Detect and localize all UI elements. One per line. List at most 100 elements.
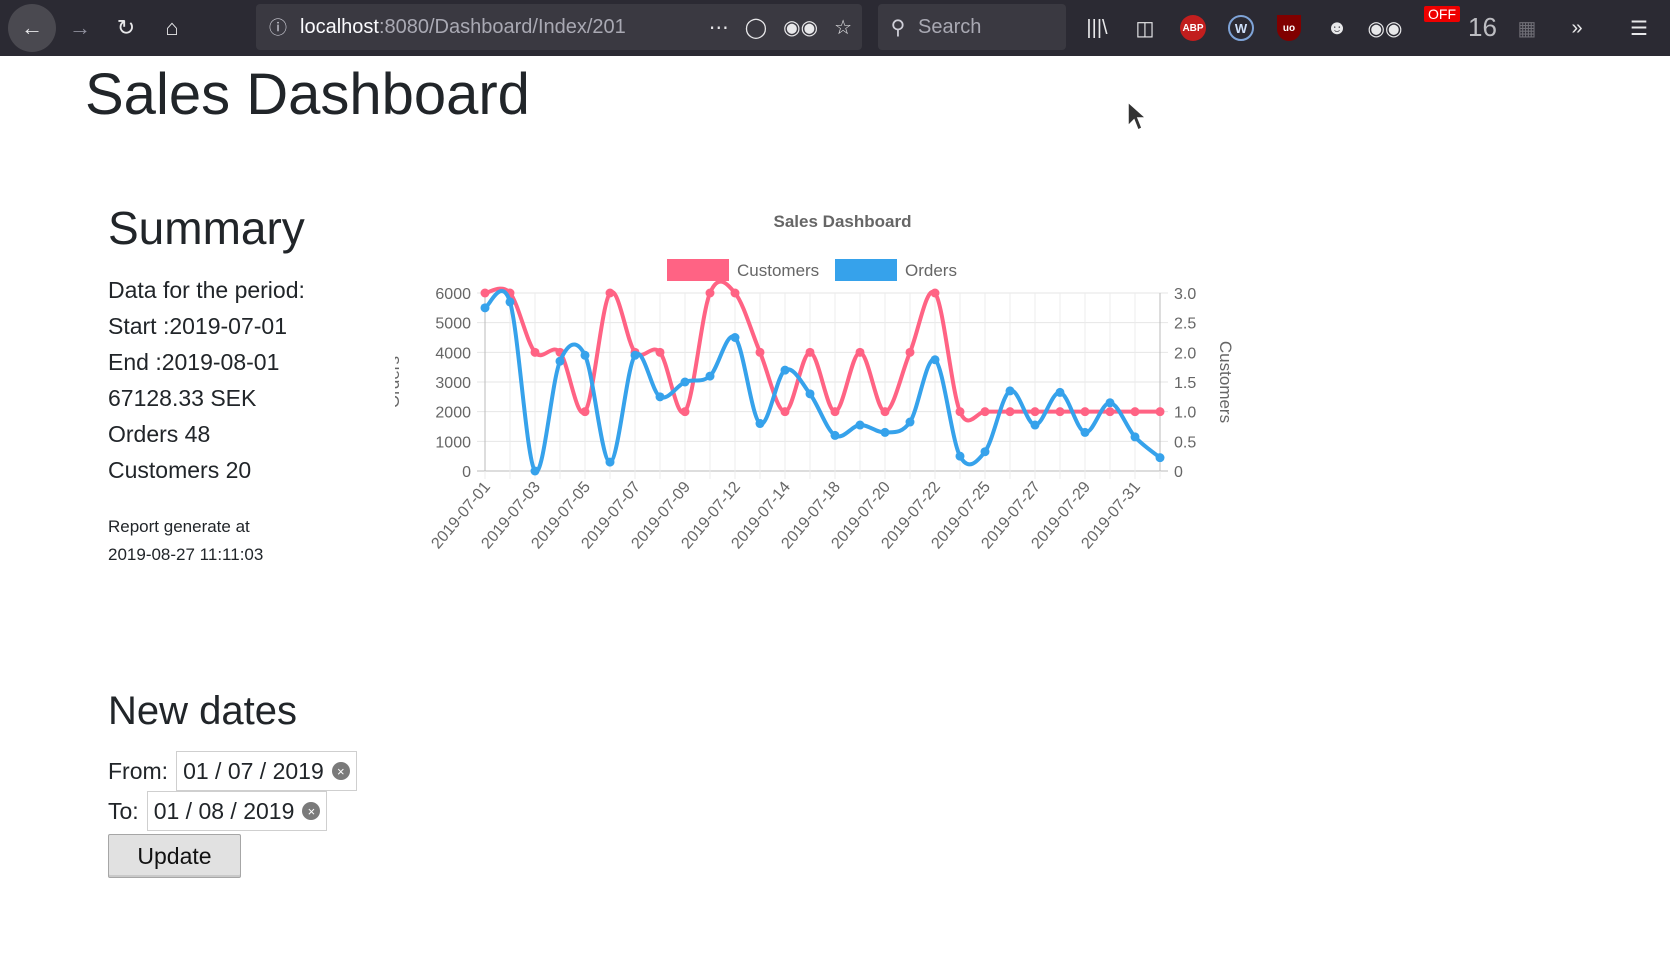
period-label: Data for the period: bbox=[108, 277, 305, 303]
search-placeholder: Search bbox=[918, 15, 982, 38]
data-point-orders bbox=[880, 427, 890, 437]
chart-title: Sales Dashboard bbox=[774, 212, 912, 231]
data-point-customers bbox=[1105, 407, 1115, 417]
url-bar[interactable]: ⓘ localhost:8080/Dashboard/Index/201 ⋯ ◯… bbox=[256, 4, 862, 50]
adblock-icon[interactable]: ABP bbox=[1174, 9, 1212, 47]
bookmark-star-icon[interactable]: ☆ bbox=[834, 16, 852, 39]
data-point-orders bbox=[705, 371, 715, 381]
y-left-tick-label: 2000 bbox=[435, 405, 471, 422]
data-point-customers bbox=[755, 347, 765, 357]
data-point-customers bbox=[655, 347, 665, 357]
start-date: Start :2019-07-01 bbox=[108, 313, 288, 339]
data-point-orders bbox=[580, 350, 590, 360]
off-badge[interactable]: OFF bbox=[1424, 6, 1460, 22]
account-icon[interactable]: ☻ bbox=[1326, 16, 1348, 39]
data-point-customers bbox=[730, 288, 740, 298]
sidebar-icon[interactable]: ◫ bbox=[1135, 17, 1155, 40]
menu-icon[interactable]: ☰ bbox=[1630, 17, 1648, 40]
data-point-customers bbox=[880, 407, 890, 417]
forward-button[interactable]: → bbox=[58, 6, 102, 50]
data-point-customers bbox=[705, 288, 715, 298]
page-title: Sales Dashboard bbox=[85, 62, 530, 127]
data-point-orders bbox=[1155, 453, 1165, 463]
data-point-orders bbox=[630, 350, 640, 360]
data-point-orders bbox=[730, 333, 740, 342]
data-point-orders bbox=[1105, 398, 1115, 408]
library-icon[interactable]: |||\ bbox=[1086, 16, 1108, 39]
report-timestamp: Report generate at 2019-08-27 11:11:03 bbox=[108, 513, 263, 569]
tab-count-badge[interactable]: 16 bbox=[1468, 12, 1497, 42]
revenue-total: 67128.33 SEK bbox=[108, 385, 257, 411]
data-point-customers bbox=[1055, 407, 1065, 417]
end-date: End :2019-08-01 bbox=[108, 349, 280, 375]
data-point-customers bbox=[980, 407, 990, 417]
data-point-orders bbox=[1080, 427, 1090, 437]
back-button[interactable]: ← bbox=[8, 4, 56, 52]
data-point-orders bbox=[655, 392, 665, 402]
arrow-left-icon: ← bbox=[21, 15, 43, 40]
data-point-orders bbox=[755, 419, 765, 429]
data-point-orders bbox=[505, 297, 515, 307]
data-point-customers bbox=[605, 288, 615, 298]
y-right-tick-label: 1.0 bbox=[1174, 405, 1196, 422]
legend-swatch-orders bbox=[835, 259, 897, 281]
y-left-tick-label: 4000 bbox=[435, 345, 471, 362]
data-point-orders bbox=[930, 355, 940, 365]
y-left-tick-label: 1000 bbox=[435, 434, 471, 451]
update-button[interactable]: Update bbox=[108, 834, 241, 878]
to-row: To: 01 / 08 / 2019 × bbox=[108, 790, 328, 832]
search-icon: ⚲ bbox=[890, 16, 906, 39]
data-point-customers bbox=[580, 407, 590, 417]
clear-icon[interactable]: × bbox=[331, 762, 350, 780]
browser-toolbar: ← → ↻ ⌂ ⓘ localhost:8080/Dashboard/Index… bbox=[0, 0, 1670, 56]
pocket-icon[interactable]: ◯ bbox=[744, 16, 768, 39]
summary-heading: Summary bbox=[108, 202, 305, 254]
url-host: localhost bbox=[300, 15, 379, 38]
legend-swatch-customers bbox=[667, 259, 729, 281]
report-time: 2019-08-27 11:11:03 bbox=[108, 545, 264, 564]
data-point-orders bbox=[830, 430, 840, 440]
info-icon[interactable]: ⓘ bbox=[269, 18, 287, 38]
y-left-axis-title: Orders bbox=[395, 356, 403, 408]
summary-section: Data for the period: Start :2019-07-01 E… bbox=[108, 272, 305, 488]
data-point-customers bbox=[680, 407, 690, 417]
from-date-value: 01 / 07 / 2019 bbox=[183, 757, 324, 784]
y-right-tick-label: 1.5 bbox=[1174, 375, 1196, 392]
from-date-input[interactable]: 01 / 07 / 2019 × bbox=[176, 751, 357, 791]
sales-chart: Sales Dashboard Customers Orders 0 0 1000 0.5 2… bbox=[395, 212, 1235, 552]
from-row: From: 01 / 07 / 2019 × bbox=[108, 750, 357, 792]
data-point-orders bbox=[480, 303, 490, 313]
wappalyzer-icon[interactable]: W bbox=[1222, 9, 1260, 47]
arrow-right-icon: → bbox=[69, 15, 91, 40]
overflow-chevron-icon[interactable]: » bbox=[1571, 16, 1583, 39]
y-right-axis-title: Customers bbox=[1216, 341, 1235, 423]
reader-eyes-icon[interactable]: ◉◉ bbox=[783, 16, 819, 39]
y-right-tick-label: 0 bbox=[1174, 464, 1183, 481]
data-point-customers bbox=[1080, 407, 1090, 417]
data-point-customers bbox=[805, 347, 815, 357]
home-button[interactable]: ⌂ bbox=[150, 6, 194, 50]
data-point-customers bbox=[530, 347, 540, 357]
data-point-orders bbox=[805, 389, 815, 399]
home-icon: ⌂ bbox=[165, 15, 179, 40]
ublock-icon[interactable]: uo bbox=[1270, 9, 1308, 47]
data-point-customers bbox=[930, 288, 940, 298]
data-point-orders bbox=[680, 377, 690, 387]
y-right-tick-label: 3.0 bbox=[1174, 286, 1196, 303]
data-point-orders bbox=[855, 420, 865, 430]
data-point-orders bbox=[1055, 387, 1065, 397]
data-point-customers bbox=[905, 347, 915, 357]
data-point-customers bbox=[955, 407, 965, 417]
more-actions-icon[interactable]: ⋯ bbox=[708, 16, 729, 39]
extension-grid-icon[interactable]: ▦ bbox=[1517, 17, 1537, 40]
reload-button[interactable]: ↻ bbox=[104, 6, 148, 50]
data-point-customers bbox=[1005, 407, 1015, 417]
search-input[interactable]: ⚲ Search bbox=[878, 4, 1066, 50]
data-point-orders bbox=[555, 356, 565, 366]
orders-total: Orders 48 bbox=[108, 421, 211, 447]
to-date-input[interactable]: 01 / 08 / 2019 × bbox=[146, 791, 328, 831]
y-right-tick-label: 2.0 bbox=[1174, 345, 1196, 362]
clear-icon[interactable]: × bbox=[302, 802, 321, 820]
privacy-eyes-icon[interactable]: ◉◉ bbox=[1367, 17, 1403, 40]
data-point-orders bbox=[1005, 386, 1015, 396]
